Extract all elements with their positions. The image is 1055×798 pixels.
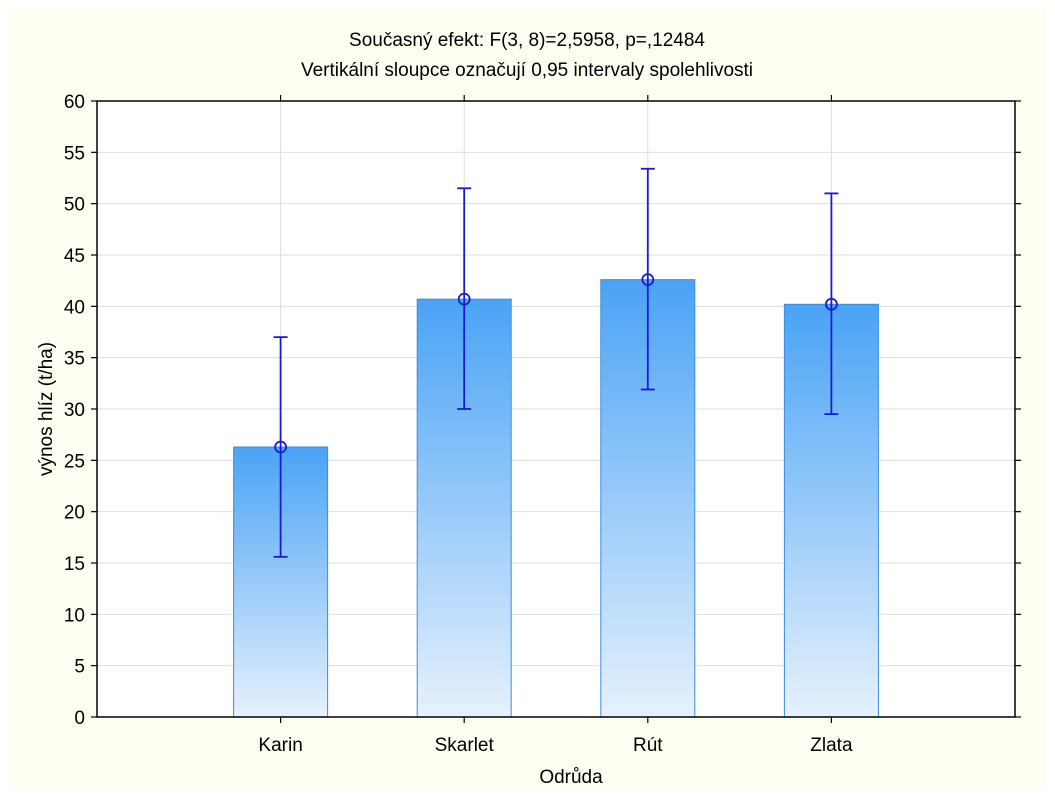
bar-chart: 0 5 10 15 20 25 30 35 40 45 50 55 60 Karin Skarlet Rút…: [36, 30, 1021, 788]
mean-marker: [457, 292, 471, 306]
error-bars: [273, 167, 839, 558]
mean-marker: [825, 297, 838, 311]
y-tick-label: 35: [64, 349, 85, 370]
y-tick-label: 5: [74, 657, 85, 678]
y-tick-label: 30: [64, 400, 85, 421]
chart-subtitle: Vertikální sloupce označují 0,95 interva…: [301, 60, 753, 81]
bars: [233, 279, 879, 718]
y-axis-label: výnos hlíz (t/ha): [36, 342, 57, 476]
y-tick-label: 45: [64, 246, 85, 267]
y-tick-label: 25: [64, 451, 85, 472]
y-tick-label: 0: [74, 708, 85, 729]
y-axis-ticks: 0 5 10 15 20 25 30 35 40 45 50 55 60: [64, 92, 1021, 729]
y-tick-label: 20: [64, 503, 85, 524]
y-tick-label: 60: [64, 92, 85, 113]
x-tick-label: Skarlet: [435, 735, 495, 756]
x-tick-label: Rút: [633, 735, 663, 756]
x-axis-ticks: Karin Skarlet Rút Zlata: [258, 95, 853, 756]
y-tick-label: 40: [64, 297, 85, 318]
x-axis-label: Odrůda: [539, 767, 603, 788]
y-tick-label: 15: [64, 554, 85, 575]
mean-marker: [641, 273, 655, 287]
x-tick-label: Zlata: [810, 735, 853, 756]
y-tick-label: 50: [64, 195, 85, 216]
y-tick-label: 55: [64, 143, 85, 164]
chart-title: Současný efekt: F(3, 8)=2,5958, p=,12484: [349, 30, 705, 51]
chart-frame: 0 5 10 15 20 25 30 35 40 45 50 55 60 Karin Skarlet Rút…: [8, 8, 1047, 790]
x-tick-label: Karin: [258, 735, 302, 756]
y-tick-label: 10: [64, 605, 85, 626]
mean-marker: [274, 440, 288, 454]
